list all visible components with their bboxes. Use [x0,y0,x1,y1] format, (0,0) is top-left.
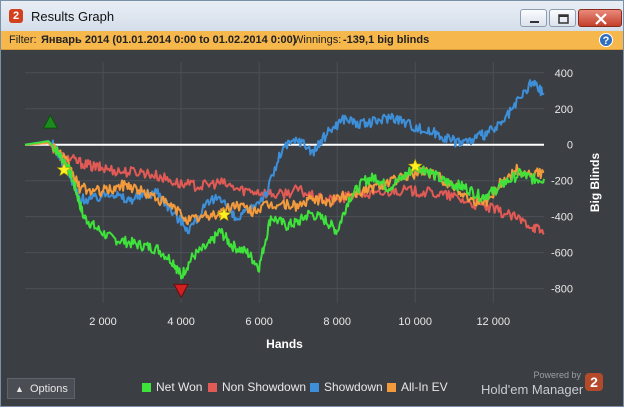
maximize-button[interactable] [549,9,576,27]
y-tick-label: -200 [551,176,573,188]
legend-label: Showdown [324,380,383,394]
x-tick-label: 4 000 [167,316,195,328]
legend-item-net-won[interactable]: Net Won [142,380,202,394]
app-icon: 2 [9,9,23,23]
hm2-logo-icon: 2 [585,373,603,391]
y-axis-title: Big Blinds [588,153,602,213]
x-tick-label: 8 000 [323,316,351,328]
legend-item-showdown[interactable]: Showdown [310,380,383,394]
star-marker-icon [56,162,72,177]
legend-item-all-in-ev[interactable]: All-In EV [387,380,448,394]
x-tick-label: 12 000 [476,316,510,328]
star-marker-icon [216,207,232,222]
y-tick-label: -600 [551,248,573,260]
filter-value[interactable]: Январь 2014 (01.01.2014 0:00 to 01.02.20… [41,34,297,46]
x-tick-label: 10 000 [398,316,432,328]
x-tick-label: 6 000 [245,316,273,328]
powered-by-text: Powered by [533,370,581,380]
series-line-all-in-ev [24,141,545,226]
help-icon[interactable]: ? [599,33,613,47]
filter-label: Filter: [9,34,37,46]
y-tick-label: 400 [555,68,573,80]
winnings-label: Winnings: [293,34,342,46]
legend-swatch [310,383,319,392]
options-label: Options [30,383,68,395]
results-chart: 400 200 0 -200 -400 -600 -800 2 000 4 000 6 000 8 … [24,62,602,351]
legend-swatch [142,383,151,392]
min-marker-icon [173,283,189,299]
series-line-showdown [24,79,545,235]
brand-name: Hold'em Manager [481,382,584,397]
x-axis-title: Hands [266,337,303,351]
minimize-button[interactable] [520,9,547,27]
filter-bar: Filter: Январь 2014 (01.01.2014 0:00 to … [1,31,623,50]
branding: Powered by Hold'em Manager 2 [481,370,603,402]
star-marker-icon [407,158,423,173]
series-line-non-showdown [24,141,545,235]
legend-label: All-In EV [401,380,448,394]
x-tick-label: 2 000 [89,316,117,328]
close-icon [595,13,607,25]
y-tick-label: 0 [567,140,573,152]
y-tick-label: -800 [551,284,573,296]
legend-label: Non Showdown [222,380,307,394]
legend-swatch [208,383,217,392]
title-bar[interactable]: 2 Results Graph [1,1,623,32]
y-tick-label: -400 [551,212,573,224]
max-marker-icon [42,114,59,129]
legend-swatch [387,383,396,392]
minimize-icon [530,21,539,23]
legend-label: Net Won [156,380,203,394]
maximize-icon [558,14,569,24]
window-title: Results Graph [31,9,115,24]
winnings-value: -139,1 big blinds [343,34,430,46]
caret-up-icon: ▲ [15,384,24,394]
series-line-net-won [24,140,545,280]
close-button[interactable] [578,9,622,27]
y-tick-label: 200 [555,104,573,116]
legend-item-non-showdown[interactable]: Non Showdown [208,380,306,394]
options-button[interactable]: ▲ Options [7,378,75,399]
